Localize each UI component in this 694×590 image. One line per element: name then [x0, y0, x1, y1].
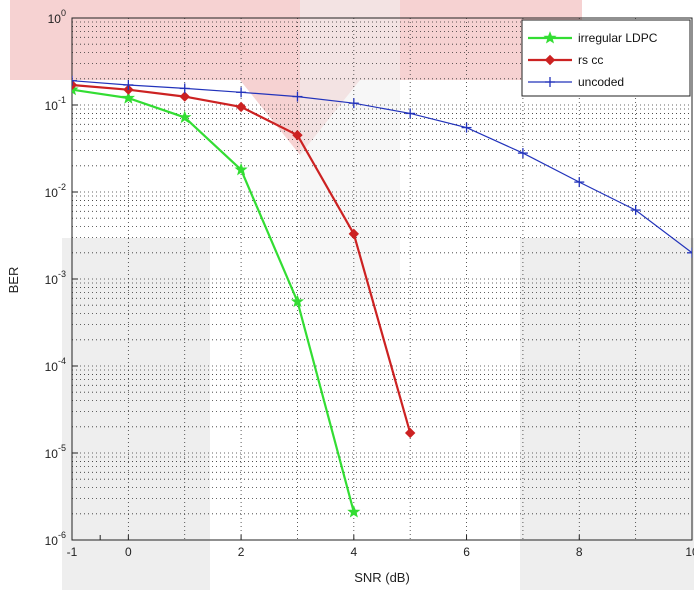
x-tick-label: 2: [238, 545, 245, 559]
series-marker: [687, 247, 692, 258]
x-tick-label: 6: [463, 545, 470, 559]
series-uncoded: [72, 75, 692, 258]
series-marker: [179, 83, 190, 94]
series-marker: [235, 101, 247, 113]
x-axis-label: SNR (dB): [354, 570, 410, 585]
series-marker: [347, 505, 361, 518]
series-line: [72, 88, 355, 513]
series-marker: [404, 427, 416, 439]
series-marker: [121, 91, 135, 104]
y-tick-label: 10-1: [45, 95, 66, 113]
watermark-right-bar: [520, 238, 694, 590]
x-axis-ticks: -1 0 2 4 6 8 10: [67, 535, 694, 559]
x-tick-label: 10: [685, 545, 694, 559]
watermark-top-band: [10, 0, 582, 155]
x-tick-label: 4: [350, 545, 357, 559]
legend-label: uncoded: [578, 75, 624, 89]
series-marker: [292, 129, 303, 141]
legend-label: irregular LDPC: [578, 31, 658, 45]
series-marker: [72, 79, 78, 91]
legend-entry: uncoded: [528, 75, 624, 89]
series-marker: [234, 162, 248, 176]
series-marker: [543, 31, 557, 44]
series-marker: [236, 87, 247, 98]
y-axis-label: BER: [6, 267, 21, 294]
series-marker: [178, 110, 192, 124]
watermark-left-bar: [62, 238, 210, 590]
series-marker: [574, 177, 585, 188]
series-marker: [72, 82, 79, 96]
legend-entry: rs cc: [528, 53, 603, 67]
x-tick-label: 8: [576, 545, 583, 559]
series-marker: [292, 91, 303, 102]
series-marker: [461, 122, 472, 133]
legend-entry: irregular LDPC: [528, 31, 658, 45]
series-marker: [545, 77, 555, 87]
series-marker: [123, 79, 134, 90]
watermark: [10, 0, 694, 590]
series-marker: [544, 54, 556, 66]
series-marker: [348, 98, 359, 109]
x-tick-label: 0: [125, 545, 132, 559]
series-marker: [72, 75, 77, 86]
series-marker: [517, 148, 528, 159]
series-irregular-ldpc: [72, 82, 361, 518]
series-marker: [290, 294, 305, 308]
legend-label: rs cc: [578, 53, 603, 67]
series-layer: [72, 75, 692, 518]
watermark-center-bar: [300, 0, 400, 300]
series-marker: [630, 205, 641, 216]
series-marker: [348, 228, 360, 240]
series-line: [72, 80, 692, 254]
series-marker: [179, 91, 190, 102]
legend: irregular LDPC rs cc uncoded: [521, 19, 691, 97]
series-marker: [405, 108, 416, 119]
y-tick-label: 10-2: [45, 182, 66, 200]
x-tick-label: -1: [67, 545, 78, 559]
